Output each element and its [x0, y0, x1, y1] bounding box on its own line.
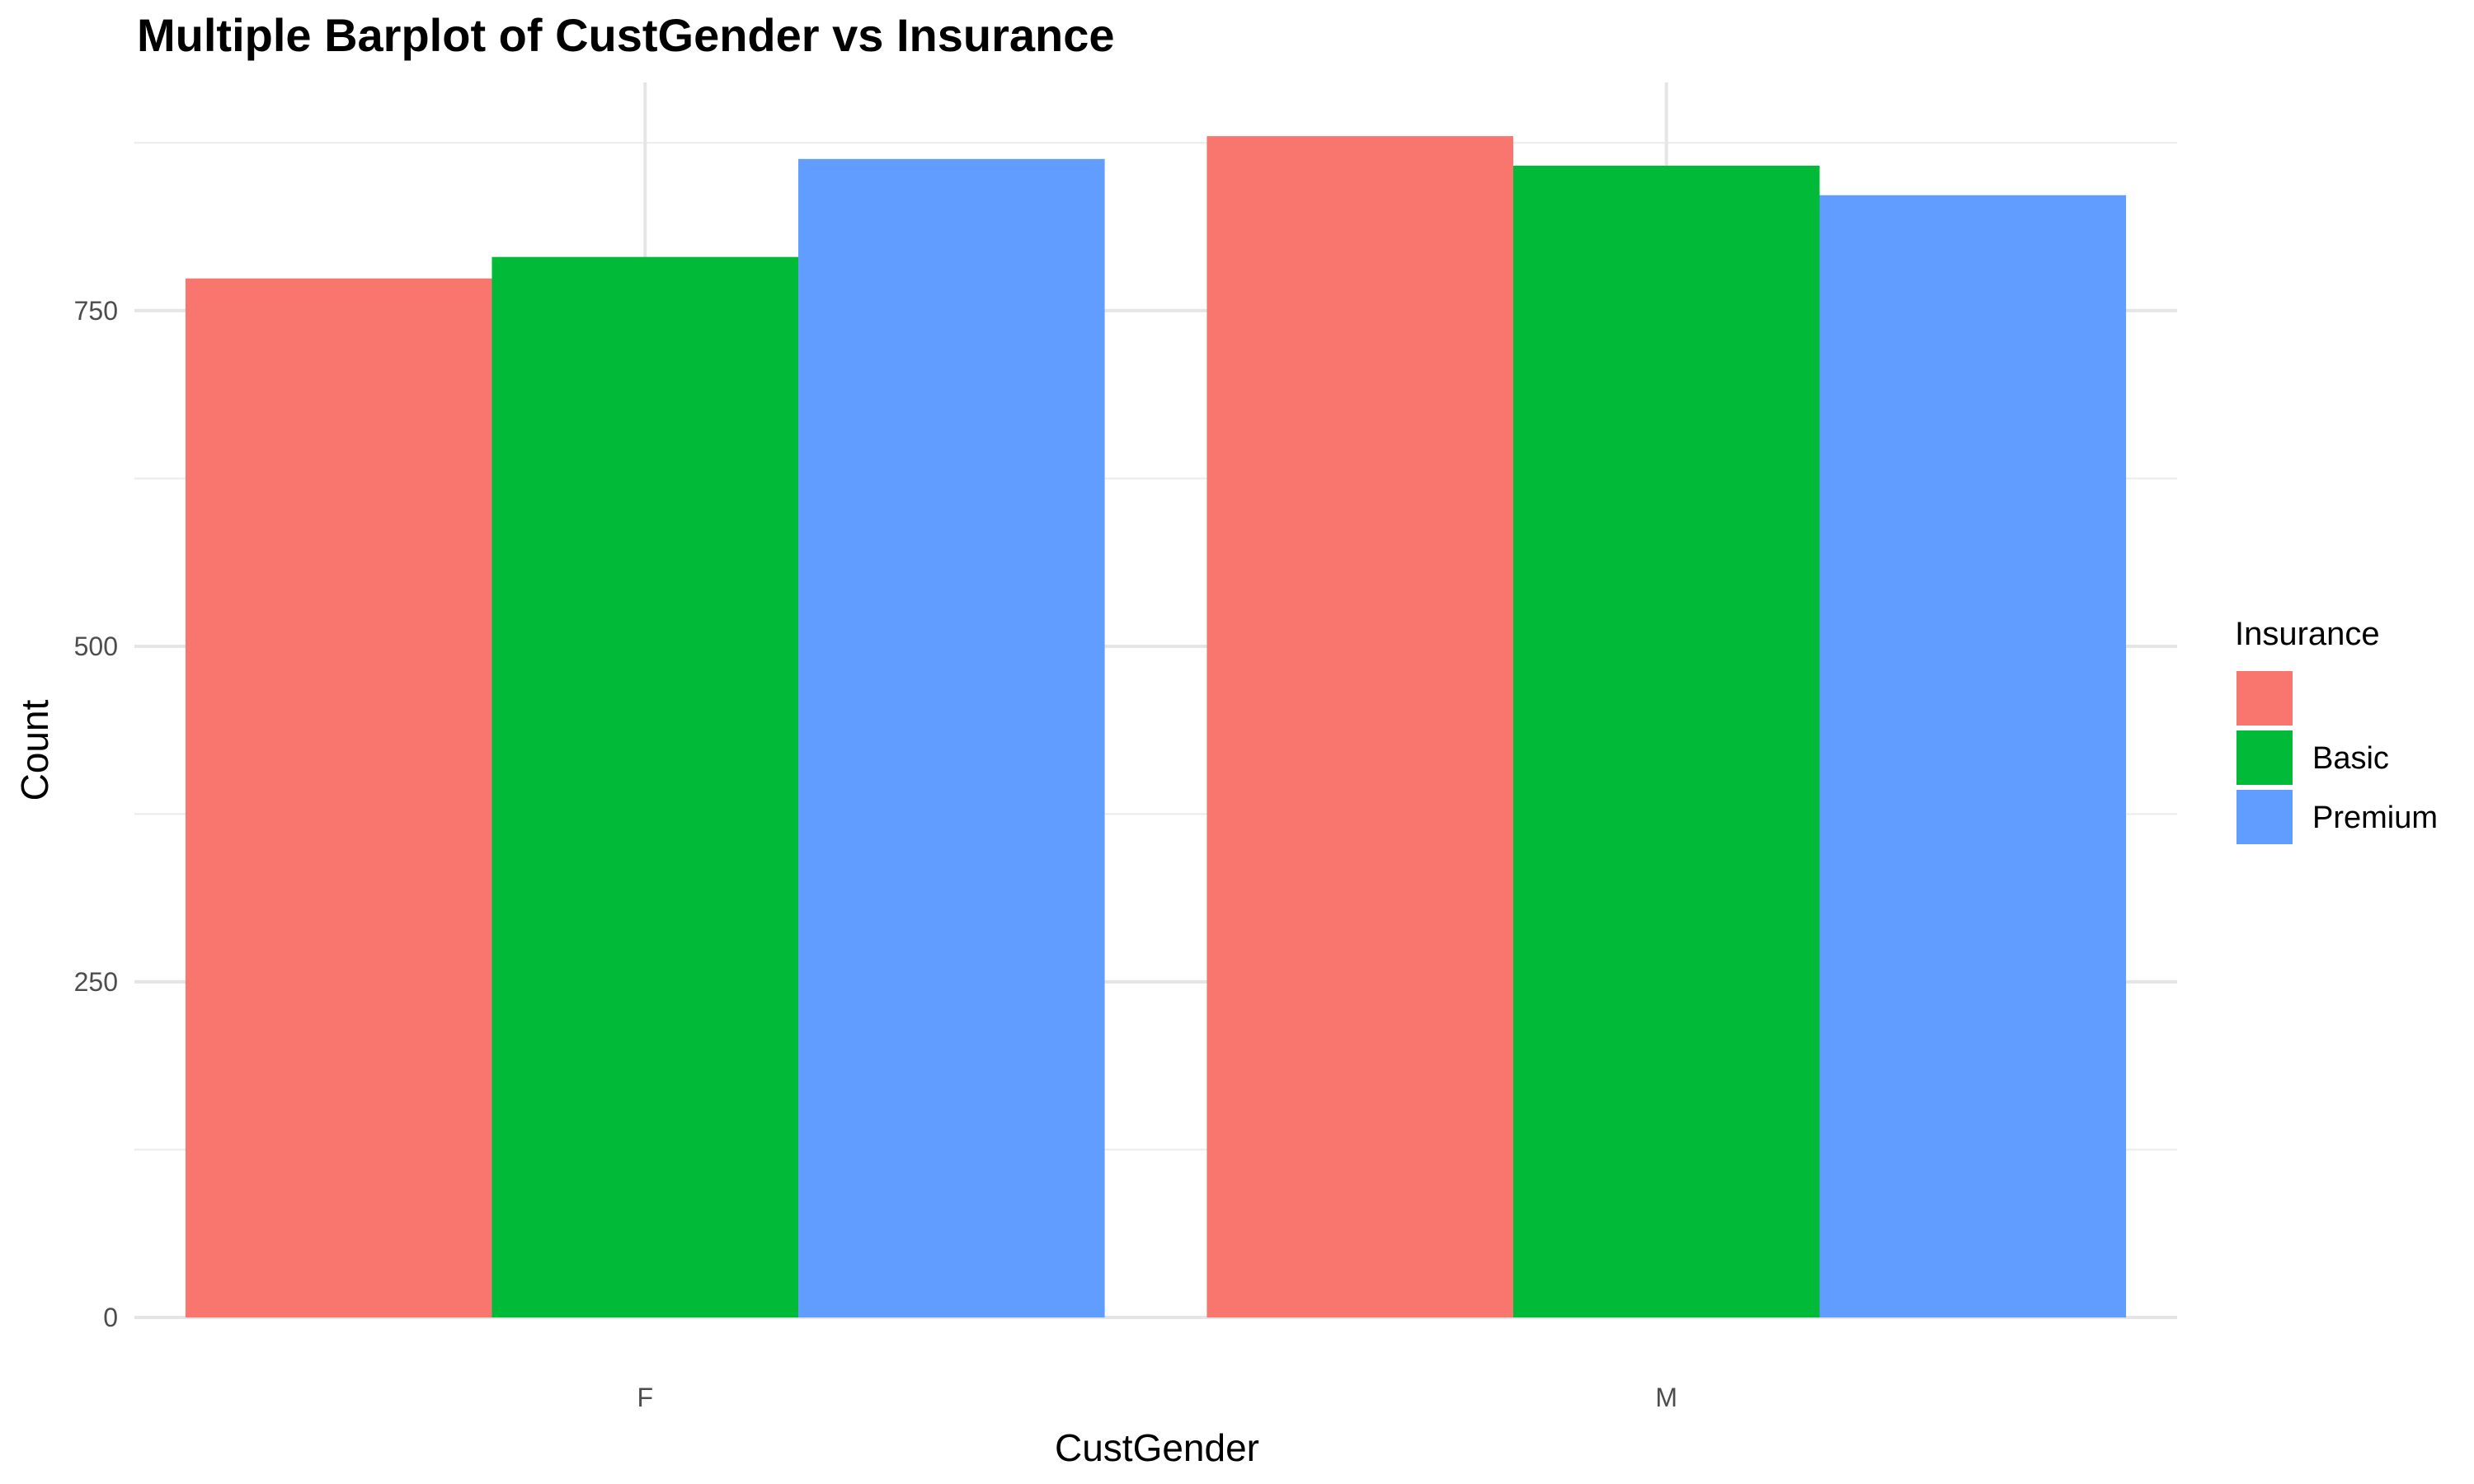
y-tick-label: 500	[74, 632, 118, 661]
legend-key	[2236, 730, 2293, 785]
bars	[185, 136, 2127, 1318]
legend-key	[2236, 671, 2293, 726]
y-axis-title: Count	[13, 699, 56, 801]
y-tick-label: 250	[74, 967, 118, 997]
x-tick-label: F	[637, 1383, 653, 1412]
legend-key	[2236, 790, 2293, 844]
y-tick-label: 0	[103, 1303, 118, 1332]
bar-M-Premium	[1819, 195, 2127, 1317]
x-tick-label: M	[1655, 1383, 1677, 1412]
y-axis-ticks: 0 250 500 750	[74, 296, 118, 1332]
legend-label: Premium	[2312, 801, 2438, 835]
y-tick-label: 750	[74, 296, 118, 326]
bar-F-na	[185, 278, 492, 1317]
bar-M-na	[1206, 136, 1513, 1318]
bar-F-Premium	[798, 158, 1105, 1317]
legend-title: Insurance	[2235, 616, 2380, 652]
x-axis-title: CustGender	[1055, 1426, 1259, 1469]
bar-F-Basic	[492, 256, 799, 1317]
chart-title: Multiple Barplot of CustGender vs Insura…	[137, 9, 1115, 61]
legend-label: Basic	[2312, 741, 2389, 776]
bar-M-Basic	[1512, 165, 1820, 1318]
legend: Insurance Basic Premium	[2235, 616, 2438, 844]
